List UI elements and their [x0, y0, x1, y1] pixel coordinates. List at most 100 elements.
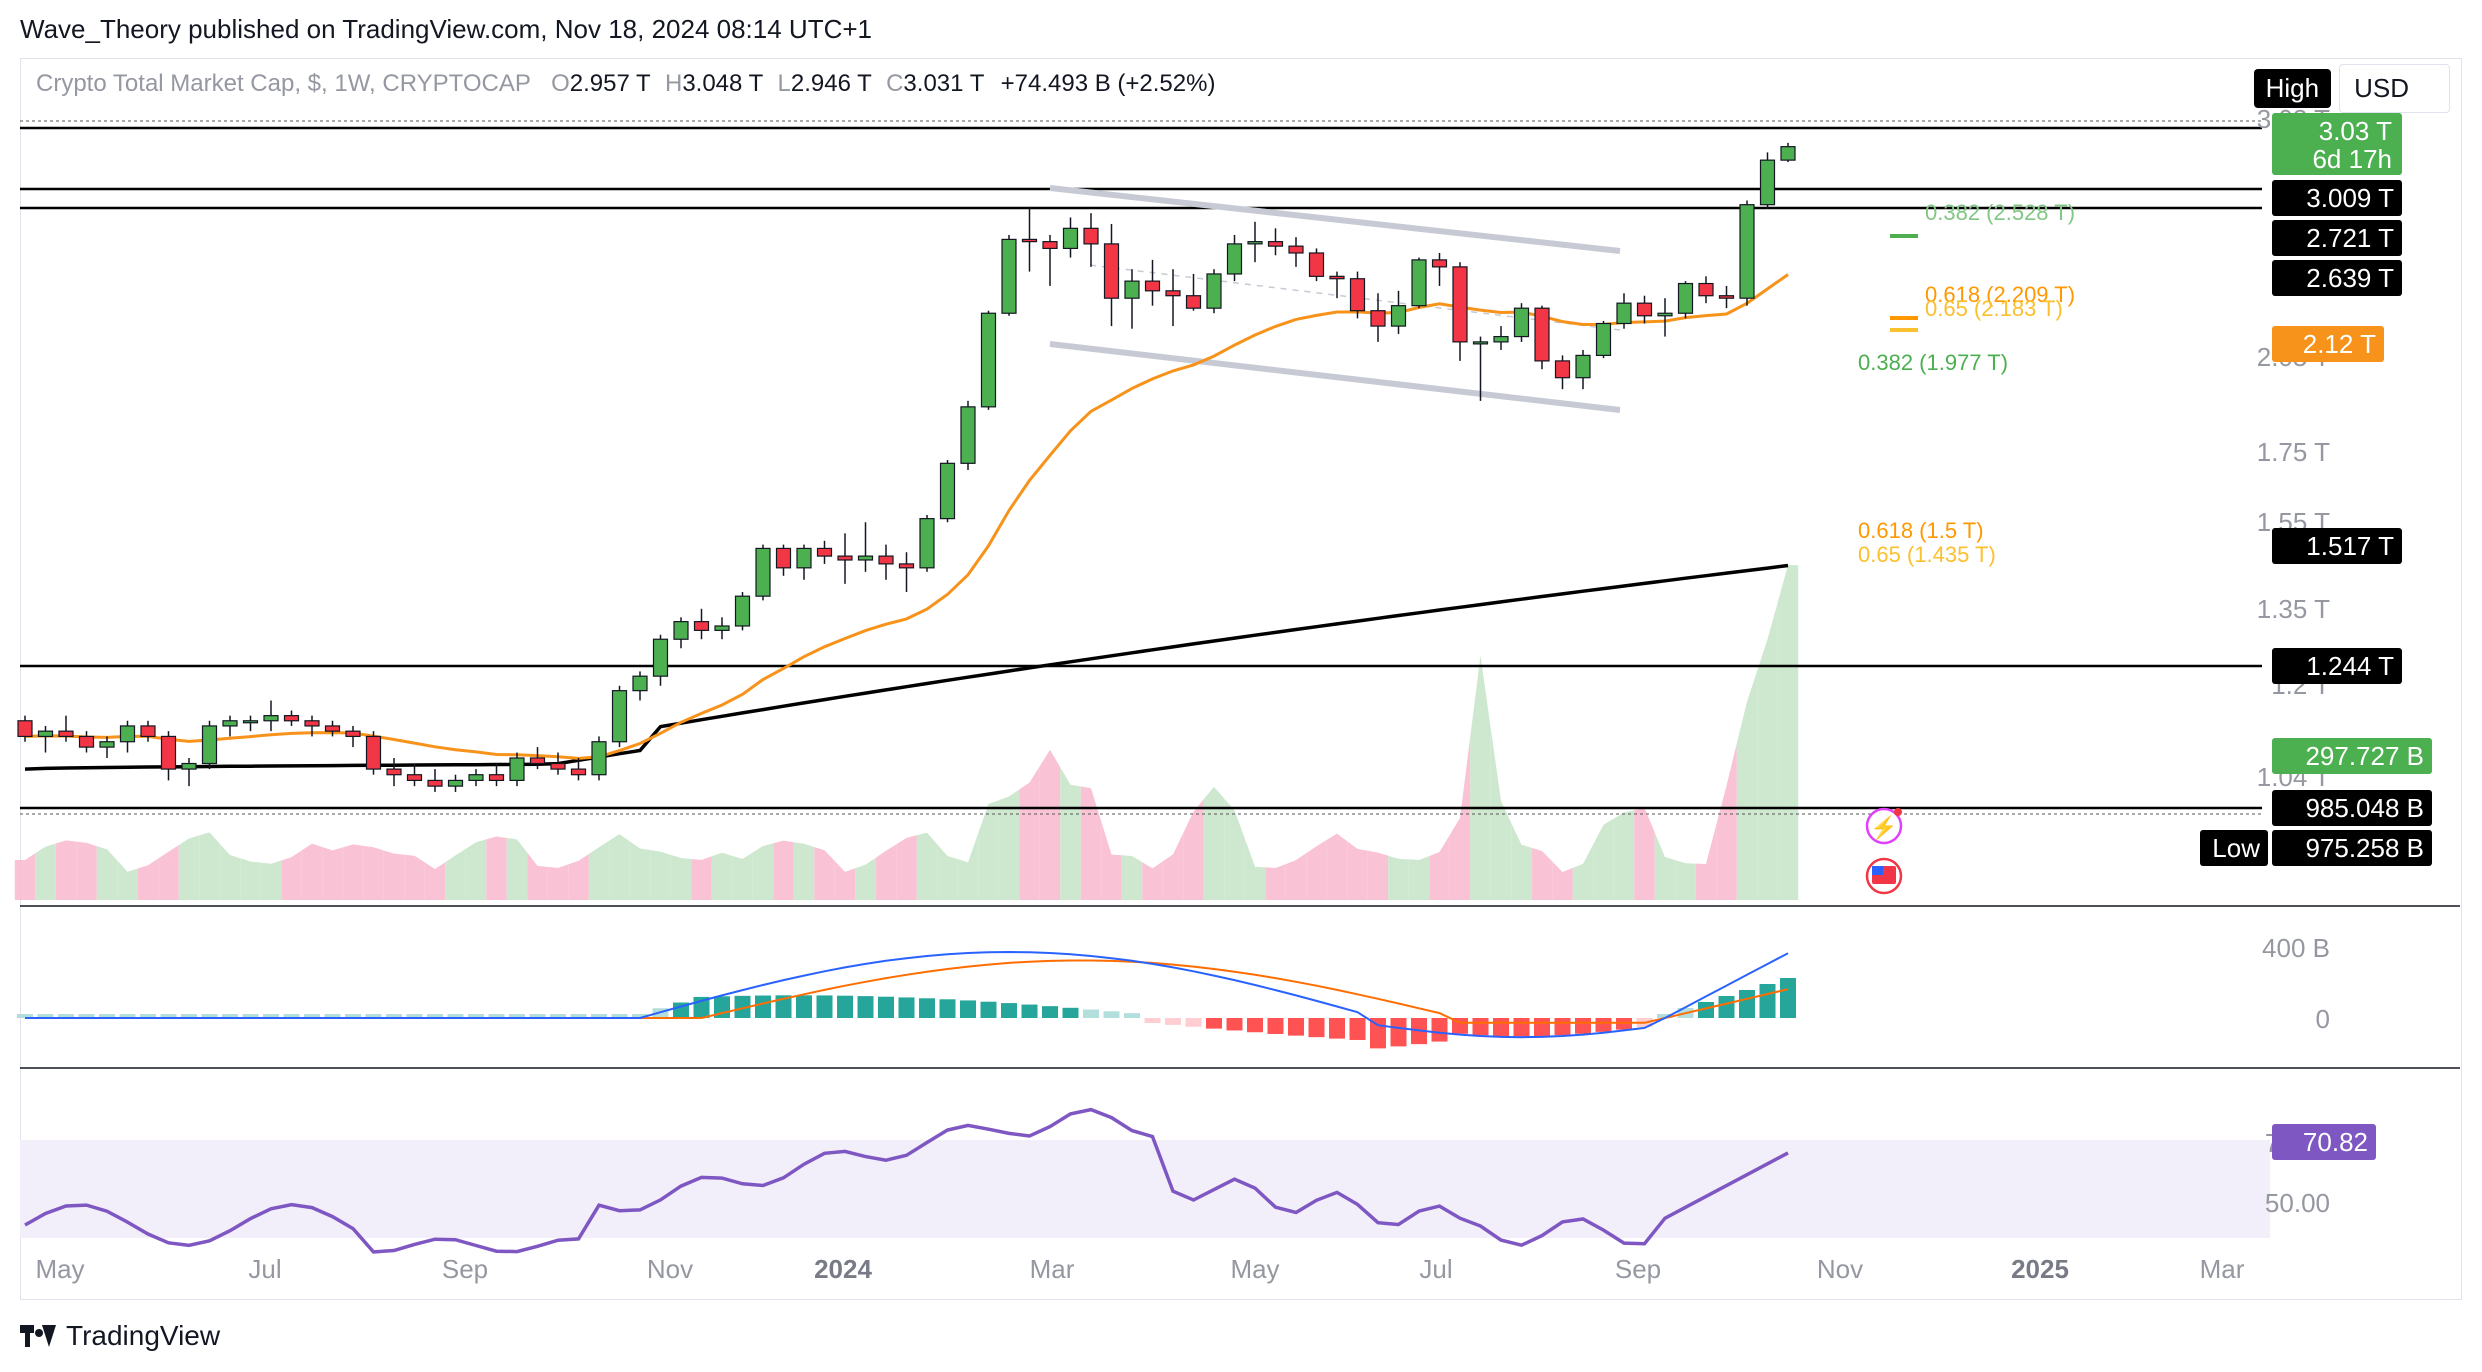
macd-histogram-bar	[898, 997, 915, 1018]
last-price-pill-bg	[2272, 113, 2402, 175]
volume-segment	[76, 841, 97, 900]
macd-histogram-bar	[1329, 1018, 1345, 1039]
macd-histogram-bar	[181, 1014, 197, 1018]
macd-histogram-bar	[1185, 1018, 1202, 1027]
volume-segment	[424, 862, 446, 900]
macd-histogram-bar	[591, 1014, 607, 1018]
volume-segment	[650, 850, 671, 900]
tradingview-logo[interactable]: TradingView	[20, 1320, 220, 1352]
candle-body	[734, 595, 751, 627]
ma-pill-bg	[2272, 528, 2402, 564]
high-button[interactable]: High	[2253, 69, 2332, 108]
macd-histogram-bar	[1288, 1018, 1304, 1036]
volume-segment	[404, 854, 425, 900]
volume-segment	[732, 852, 753, 900]
volume-segment	[465, 839, 487, 900]
macd-histogram-bar	[1575, 1018, 1591, 1034]
volume-segment	[1613, 810, 1635, 900]
macd-axis-label-zero: 0	[2316, 1004, 2330, 1034]
candle-body	[406, 774, 423, 781]
volume-segment	[1019, 766, 1040, 900]
candle-body	[529, 757, 546, 765]
candle-body	[509, 757, 525, 781]
candle-body	[714, 625, 730, 631]
macd-histogram-bar	[345, 1014, 361, 1018]
time-axis-label: Nov	[647, 1254, 693, 1284]
macd-histogram-bar	[1308, 1018, 1325, 1038]
candle-body	[857, 555, 874, 561]
fib-label-3: 0.382 (1.977 T)	[1858, 350, 2008, 375]
volume-segment	[1285, 853, 1307, 900]
candle-body	[837, 555, 853, 561]
macd-histogram-bar	[1493, 1018, 1509, 1037]
macd-histogram-bar	[1534, 1018, 1550, 1037]
candle-body	[99, 741, 115, 748]
candle-body	[181, 762, 197, 770]
candle-body	[447, 779, 464, 787]
volume-segment	[486, 836, 507, 900]
macd-histogram-bar	[1472, 1018, 1489, 1036]
bar-countdown-label: 6d 17h	[2312, 144, 2392, 174]
candle-body	[222, 720, 238, 727]
ma-pill: 1.517 T	[2306, 531, 2394, 561]
candle-body	[78, 735, 95, 748]
macd-histogram-bar	[242, 1014, 259, 1018]
macd-histogram-bar	[611, 1014, 628, 1018]
macd-histogram-bar	[119, 1014, 136, 1018]
volume-segment	[568, 854, 589, 900]
macd-histogram-bar	[1144, 1018, 1161, 1024]
candle-body	[1472, 341, 1489, 345]
volume-segment	[793, 842, 815, 900]
volume-segment	[1449, 736, 1471, 900]
macd-histogram-bar	[509, 1014, 525, 1018]
candle-body	[468, 774, 484, 781]
candle-body	[878, 555, 894, 565]
rsi-value-pill-bg	[2272, 1124, 2376, 1160]
volume-segment	[219, 843, 241, 900]
candle-body	[550, 762, 566, 770]
candle-body	[673, 621, 689, 640]
macd-histogram-bar	[160, 1014, 177, 1018]
symbol-title[interactable]: Crypto Total Market Cap, $, 1W, CRYPTOCA…	[36, 70, 531, 97]
macd-histogram-bar	[1780, 978, 1796, 1018]
macd-histogram-bar	[1513, 1018, 1530, 1037]
candle-body	[242, 720, 259, 724]
ema-pill: 2.12 T	[2303, 329, 2376, 359]
fib-label-1: 0.618 (2.209 T)	[1925, 282, 2075, 307]
macd-histogram-bar	[263, 1014, 279, 1018]
volume-segment	[752, 843, 774, 900]
volume-segment	[1634, 808, 1655, 900]
candle-body	[17, 720, 33, 738]
fib-label-2: 0.65 (2.183 T)	[1925, 296, 2063, 321]
volume-segment	[1203, 786, 1225, 900]
volume-segment	[691, 856, 712, 900]
macd-histogram-bar	[980, 1001, 997, 1018]
tradingview-logo-text: TradingView	[66, 1320, 221, 1351]
currency-selector[interactable]: USD	[2339, 64, 2450, 113]
volume-segment	[1593, 818, 1614, 900]
low-prefix-pill: Low	[2212, 833, 2260, 863]
rsi-axis-label-50: 50.00	[2265, 1188, 2330, 1218]
volume-segment	[322, 846, 343, 900]
candle-body	[1534, 307, 1550, 362]
macd-histogram-bar	[1698, 1002, 1714, 1018]
macd-histogram-bar	[427, 1014, 443, 1018]
candle-body	[1493, 335, 1509, 343]
candle-body	[1390, 305, 1407, 327]
volume-segment	[1777, 565, 1799, 900]
candle-body	[1226, 243, 1243, 275]
volume-segment	[301, 843, 323, 900]
candle-body	[283, 715, 300, 722]
macd-histogram-bar	[99, 1014, 115, 1018]
candle-body	[796, 547, 812, 569]
candle-body	[898, 563, 915, 569]
candle-body	[693, 621, 710, 631]
ema-pill-bg	[2272, 326, 2384, 362]
volume-segment	[240, 858, 261, 900]
level-pill-3009-bg	[2272, 180, 2402, 216]
macd-histogram-bar	[1042, 1006, 1058, 1018]
volume-pill-low: 975.258 B	[2305, 833, 2424, 863]
rsi-value-pill: 70.82	[2303, 1127, 2368, 1157]
macd-histogram-bar	[755, 995, 771, 1018]
volume-segment	[609, 834, 630, 900]
